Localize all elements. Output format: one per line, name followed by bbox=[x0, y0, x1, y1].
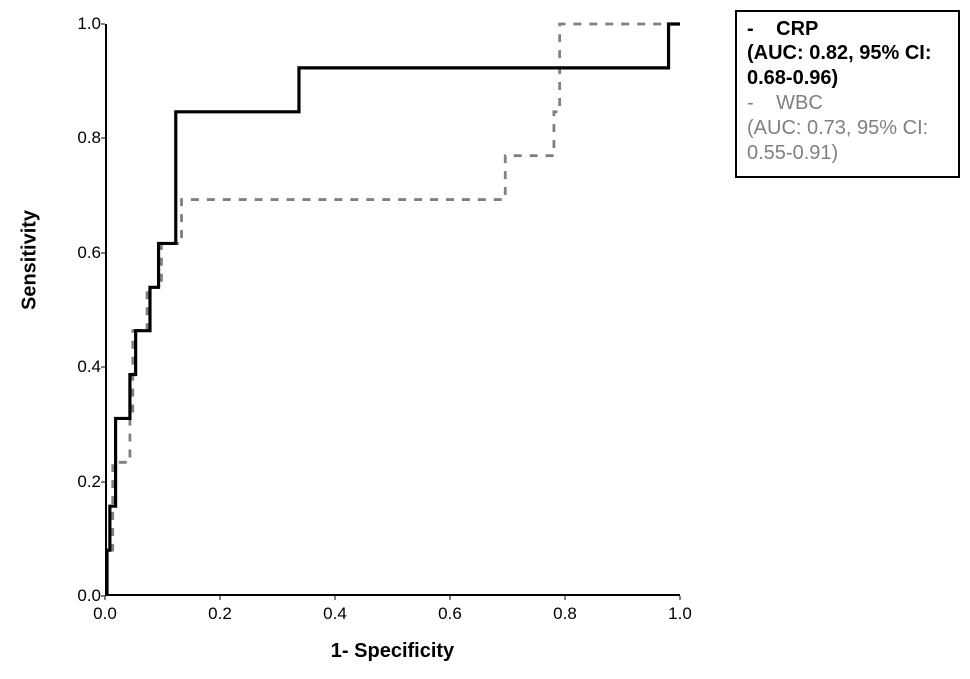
x-tick-mark bbox=[565, 596, 566, 600]
x-tick-mark bbox=[450, 596, 451, 600]
roc-curve-crp bbox=[107, 24, 680, 594]
legend-box: - CRP (AUC: 0.82, 95% CI: 0.68-0.96) - W… bbox=[735, 10, 960, 178]
x-tick-label: 0.2 bbox=[208, 604, 232, 624]
y-tick-label: 0.0 bbox=[68, 586, 101, 606]
legend-name: CRP bbox=[776, 18, 818, 40]
x-axis-label: 1- Specificity bbox=[105, 640, 680, 663]
y-tick-label: 0.6 bbox=[68, 243, 101, 263]
y-tick-label: 1.0 bbox=[68, 14, 101, 34]
roc-chart: Sensitivity 1- Specificity 0.0 0.2 0.4 0… bbox=[30, 10, 710, 669]
x-tick-label: 0.8 bbox=[553, 604, 577, 624]
x-tick-mark bbox=[105, 596, 106, 600]
y-axis-label: Sensitivity bbox=[19, 210, 42, 310]
x-tick-mark bbox=[220, 596, 221, 600]
legend-bullet: - bbox=[747, 91, 765, 116]
x-tick-mark bbox=[680, 596, 681, 600]
x-tick-label: 0.6 bbox=[438, 604, 462, 624]
legend-bullet: - bbox=[747, 18, 765, 41]
legend-item-crp: - CRP bbox=[747, 18, 948, 41]
x-tick-label: 1.0 bbox=[668, 604, 692, 624]
x-tick-label: 0.4 bbox=[323, 604, 347, 624]
y-tick-label: 0.4 bbox=[68, 357, 101, 377]
x-tick-mark bbox=[335, 596, 336, 600]
y-tick-label: 0.8 bbox=[68, 128, 101, 148]
roc-curve-wbc bbox=[107, 24, 680, 594]
x-tick-label: 0.0 bbox=[93, 604, 117, 624]
y-tick-label: 0.2 bbox=[68, 472, 101, 492]
plot-area bbox=[105, 24, 680, 596]
roc-svg bbox=[107, 24, 680, 594]
legend-name: WBC bbox=[776, 92, 823, 114]
legend-item-wbc: - WBC bbox=[747, 91, 948, 116]
legend-stats-wbc: (AUC: 0.73, 95% CI: 0.55-0.91) bbox=[747, 116, 948, 166]
legend-stats-crp: (AUC: 0.82, 95% CI: 0.68-0.96) bbox=[747, 41, 948, 91]
